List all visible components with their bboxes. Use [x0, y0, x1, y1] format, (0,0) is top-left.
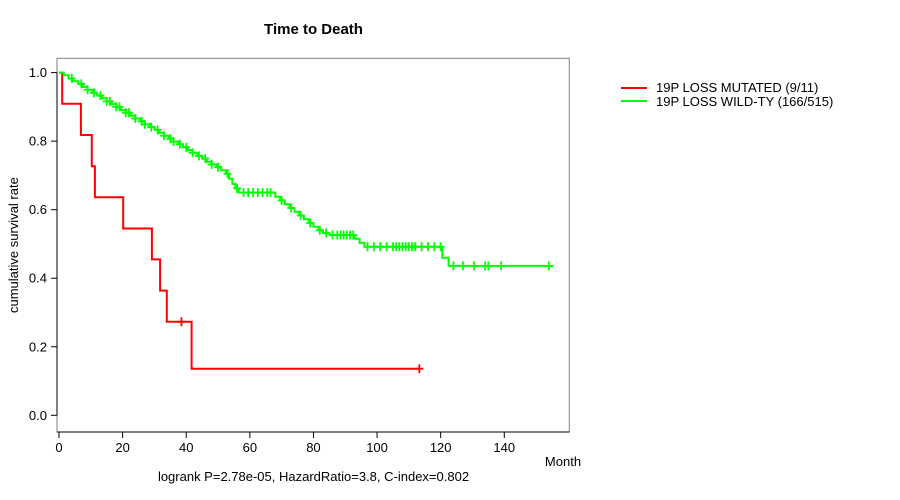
y-tick-label: 0.6 — [29, 202, 47, 217]
censor-mark — [96, 91, 105, 101]
y-tick-label: 0.8 — [29, 134, 47, 149]
x-tick-label: 60 — [243, 440, 257, 455]
censor-mark — [105, 96, 114, 106]
censor-mark — [233, 183, 242, 193]
survival-curve-wildtype — [59, 71, 554, 267]
y-tick-label: 0.2 — [29, 339, 47, 354]
censor-mark — [436, 242, 445, 252]
censor-mark — [89, 88, 98, 98]
censor-mark — [315, 225, 324, 235]
censor-mark — [415, 364, 424, 374]
censor-mark — [182, 142, 191, 152]
x-tick-label: 20 — [115, 440, 129, 455]
censor-mark — [194, 151, 203, 161]
legend-label: 19P LOSS MUTATED (9/11) — [656, 80, 819, 96]
censor-mark — [544, 261, 553, 271]
censor-mark — [140, 119, 149, 129]
plot-box — [56, 57, 570, 433]
censor-mark — [201, 154, 210, 164]
censor-mark — [77, 79, 86, 89]
censor-mark — [124, 108, 133, 118]
legend: 19P LOSS MUTATED (9/11) 19P LOSS WILD-TY… — [621, 80, 834, 109]
censor-mark — [153, 125, 162, 135]
censor-mark — [207, 159, 216, 169]
y-tick-label: 1.0 — [29, 65, 47, 80]
censor-mark — [67, 73, 76, 83]
survival-curve-mutated — [59, 71, 420, 370]
censor-mark — [349, 230, 358, 240]
censor-mark — [497, 261, 506, 271]
censor-mark — [449, 261, 458, 271]
x-tick-label: 80 — [306, 440, 320, 455]
censor-mark — [147, 122, 156, 132]
legend-label: 19P LOSS WILD-TY (166/515) — [656, 93, 834, 109]
censor-mark — [470, 261, 479, 271]
x-tick-label: 40 — [179, 440, 193, 455]
censor-mark — [188, 148, 197, 158]
censor-mark — [266, 188, 275, 198]
legend-line-swatch-green — [621, 100, 647, 103]
censor-mark — [115, 102, 124, 112]
y-tick-label: 0.4 — [29, 271, 47, 286]
x-tick-label: 0 — [55, 440, 62, 455]
censor-mark — [296, 211, 305, 221]
x-tick-label: 120 — [430, 440, 452, 455]
censor-mark — [223, 169, 232, 179]
censor-mark — [177, 317, 186, 327]
x-axis-label: Month — [544, 454, 582, 469]
x-tick-label: 100 — [366, 440, 388, 455]
chart-title: Time to Death — [264, 21, 363, 38]
censor-mark — [159, 131, 168, 141]
censor-mark — [169, 136, 178, 146]
x-tick-label: 140 — [493, 440, 515, 455]
censor-mark — [277, 195, 286, 205]
y-tick-label: 0.0 — [29, 408, 47, 423]
legend-line-swatch-red — [621, 86, 647, 89]
legend-item-mutated: 19P LOSS MUTATED (9/11) — [621, 80, 833, 96]
stats-footer: logrank P=2.78e-05, HazardRatio=3.8, C-i… — [157, 469, 470, 484]
censor-mark — [131, 114, 140, 124]
censor-mark — [287, 203, 296, 213]
censor-mark — [83, 85, 92, 95]
censor-mark — [458, 261, 467, 271]
censor-mark — [322, 228, 331, 238]
censor-mark — [306, 218, 315, 228]
legend-item-wildtype: 19P LOSS WILD-TY (166/515) — [621, 93, 834, 109]
censor-mark — [214, 162, 223, 172]
censor-mark — [484, 261, 493, 271]
censor-mark — [175, 139, 184, 149]
